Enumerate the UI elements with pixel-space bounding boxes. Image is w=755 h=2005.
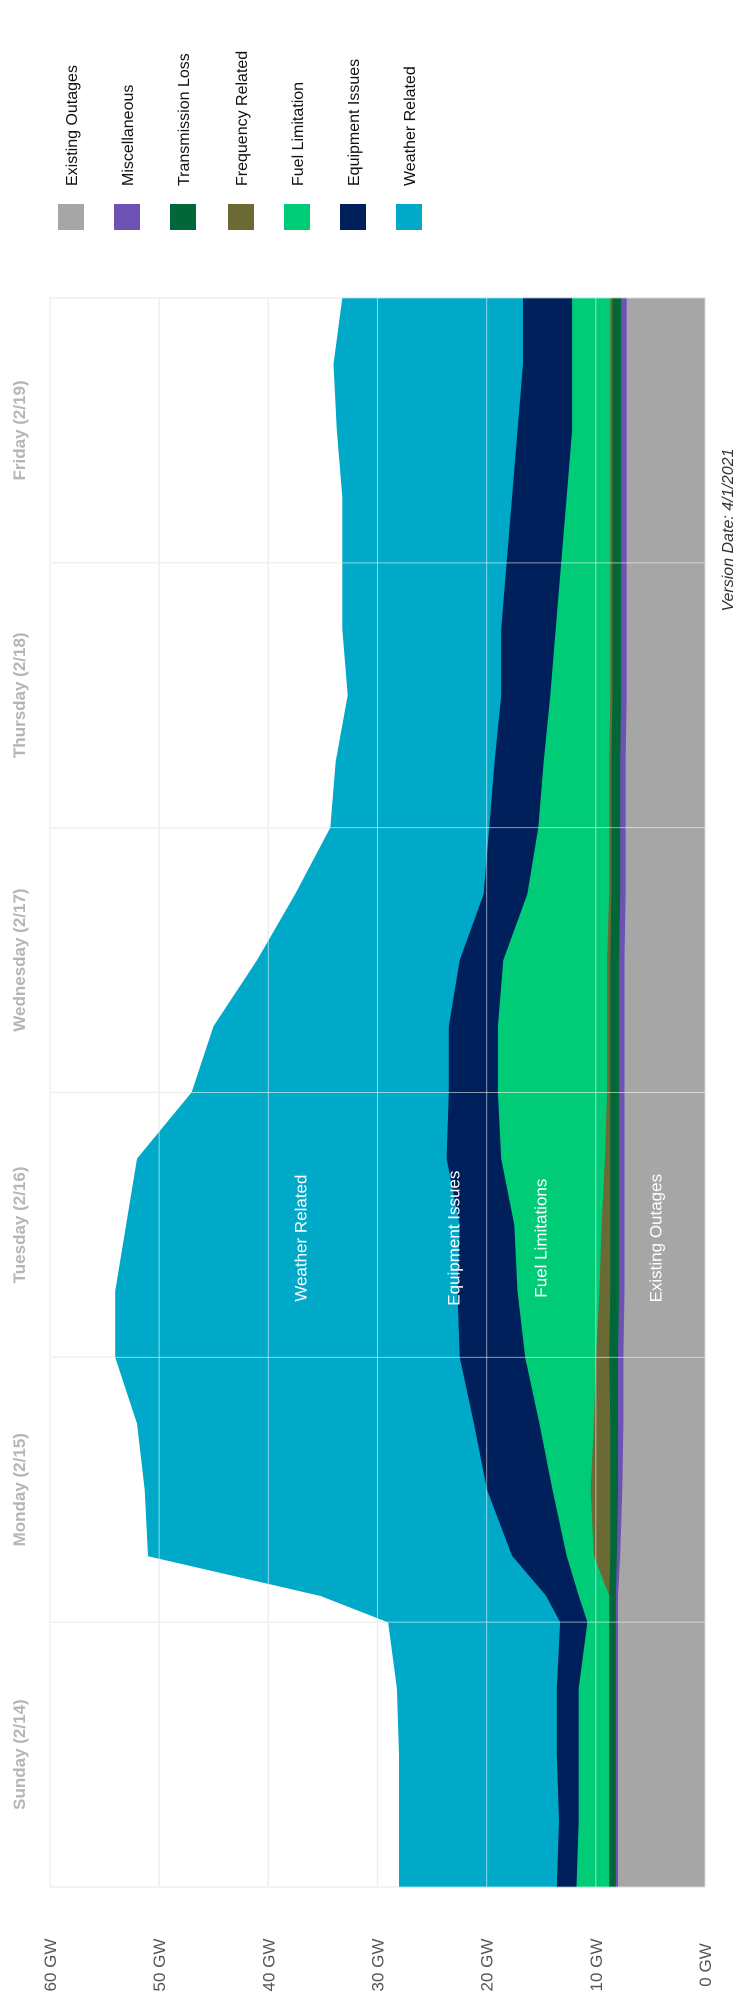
y-tick-label: 10 GW <box>587 1939 606 1992</box>
x-category-label: Sunday (2/14) <box>10 1699 29 1810</box>
version-date: Version Date: 4/1/2021 <box>720 448 737 611</box>
legend-swatch <box>58 204 84 230</box>
x-category-label: Monday (2/15) <box>10 1433 29 1546</box>
annotation-label: Fuel Limitations <box>532 1179 551 1298</box>
y-tick-label: 40 GW <box>259 1939 278 1992</box>
legend-swatch <box>114 204 140 230</box>
legend-swatch <box>284 204 310 230</box>
y-tick-label: 0 GW <box>696 1943 715 1986</box>
legend-label: Fuel Limitation <box>290 82 307 186</box>
legend-swatch <box>228 204 254 230</box>
x-category-label: Tuesday (2/16) <box>10 1166 29 1283</box>
legend-swatch <box>170 204 196 230</box>
annotation-label: Weather Related <box>292 1175 311 1302</box>
y-tick-label: 60 GW <box>41 1939 60 1992</box>
x-category-label: Friday (2/19) <box>10 380 29 480</box>
legend-label: Existing Outages <box>64 65 81 186</box>
legend-label: Equipment Issues <box>346 59 363 186</box>
annotation-label: Equipment Issues <box>444 1171 463 1306</box>
y-tick-label: 30 GW <box>369 1939 388 1992</box>
legend-label: Miscellaneous <box>120 85 137 186</box>
x-category-label: Thursday (2/18) <box>10 632 29 758</box>
legend-swatch <box>340 204 366 230</box>
legend-label: Transmission Loss <box>176 53 193 186</box>
legend-swatch <box>396 204 422 230</box>
x-category-label: Wednesday (2/17) <box>10 888 29 1031</box>
annotation-label: Existing Outages <box>646 1174 665 1303</box>
legend-label: Weather Related <box>402 66 419 186</box>
y-tick-label: 20 GW <box>478 1939 497 1992</box>
legend-label: Frequency Related <box>234 51 251 186</box>
y-tick-label: 50 GW <box>150 1939 169 1992</box>
